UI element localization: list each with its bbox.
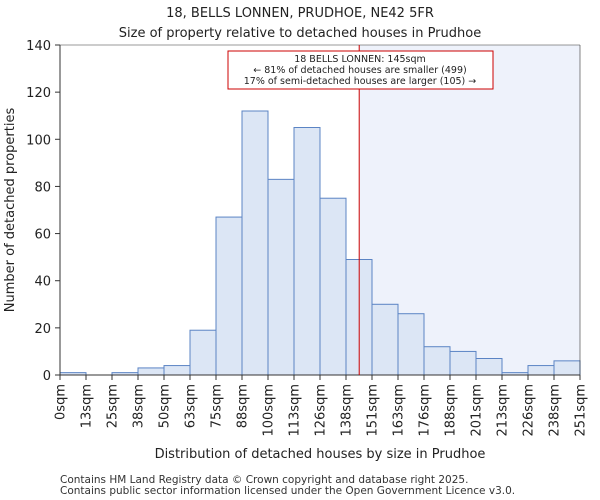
annotation-box [227, 50, 494, 90]
y-tick-label: 60 [34, 228, 51, 243]
y-tick-label: 20 [34, 322, 51, 337]
x-tick-label: 163sqm [392, 384, 407, 437]
histogram-bar [293, 127, 321, 376]
histogram-bar [319, 197, 347, 376]
x-tick-label: 50sqm [158, 384, 173, 428]
x-tick-label: 138sqm [340, 384, 355, 437]
y-tick-label: 0 [43, 369, 51, 384]
x-tick-label: 238sqm [548, 384, 563, 437]
x-tick-label: 0sqm [54, 384, 69, 420]
x-tick-label: 126sqm [314, 384, 329, 437]
x-tick-label: 251sqm [574, 384, 589, 437]
histogram-bar [163, 365, 191, 376]
histogram-bar [189, 329, 217, 376]
x-tick-label: 188sqm [444, 384, 459, 437]
histogram-bar [475, 358, 503, 376]
y-axis-label: Number of detached properties [3, 108, 18, 313]
footer-line-2: Contains public sector information licen… [60, 485, 516, 497]
x-tick-label: 201sqm [470, 384, 485, 437]
annotation-text: ← 81% of detached houses are smaller (49… [253, 65, 466, 76]
y-tick-label: 40 [34, 275, 51, 290]
histogram-bar [449, 350, 477, 376]
histogram-bar [267, 178, 295, 376]
histogram-bar [371, 303, 399, 376]
histogram-bar [397, 313, 425, 376]
chart-title: 18, BELLS LONNEN, PRUDHOE, NE42 5FR [166, 6, 434, 21]
x-tick-label: 226sqm [522, 384, 537, 437]
histogram-bar [137, 367, 165, 376]
x-tick-label: 88sqm [236, 384, 251, 428]
x-tick-label: 13sqm [80, 384, 95, 428]
annotation-text: 18 BELLS LONNEN: 145sqm [294, 54, 426, 65]
histogram-bar [423, 346, 451, 376]
histogram-bar [553, 360, 581, 376]
histogram-bar [215, 216, 243, 376]
y-tick-label: 80 [34, 180, 51, 195]
histogram-bar [241, 110, 269, 376]
annotation-text: 17% of semi-detached houses are larger (… [244, 76, 477, 87]
x-tick-label: 75sqm [210, 384, 225, 428]
x-tick-label: 176sqm [418, 384, 433, 437]
y-tick-label: 100 [26, 133, 51, 148]
x-tick-label: 25sqm [106, 384, 121, 428]
histogram-bar [527, 365, 555, 376]
chart-subtitle: Size of property relative to detached ho… [118, 26, 482, 41]
x-tick-label: 213sqm [496, 384, 511, 437]
x-axis-label: Distribution of detached houses by size … [155, 447, 486, 462]
x-tick-label: 151sqm [366, 384, 381, 437]
x-tick-label: 63sqm [184, 384, 199, 428]
x-tick-label: 100sqm [262, 384, 277, 437]
y-tick-label: 120 [26, 86, 51, 101]
footer-line-1: Contains HM Land Registry data © Crown c… [60, 474, 469, 486]
x-tick-label: 113sqm [288, 384, 303, 437]
y-tick-label: 140 [26, 39, 51, 54]
x-tick-label: 38sqm [132, 384, 147, 428]
